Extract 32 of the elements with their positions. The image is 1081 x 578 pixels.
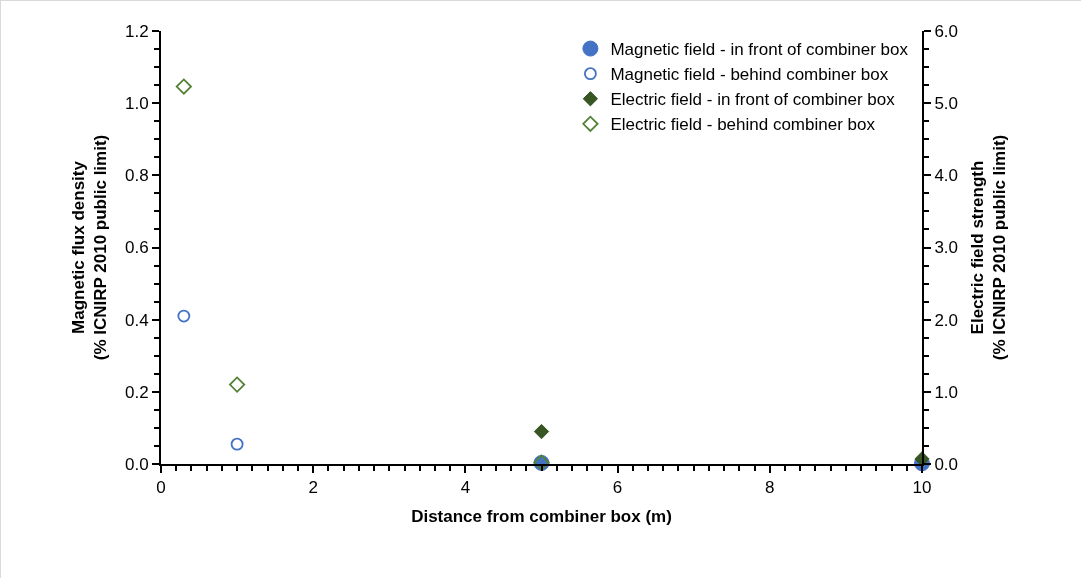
x-tick-label: 4 <box>460 478 471 498</box>
y-tick-label: 0.4 <box>124 310 149 330</box>
point <box>175 78 192 95</box>
x-axis-title: Distance from combiner box (m) <box>411 507 672 527</box>
x-tick-label: 0 <box>156 478 166 498</box>
y-axis-title: Magnetic flux density (% ICNIRP 2010 public limit) <box>68 134 111 361</box>
x-tick-label: 10 <box>912 478 932 498</box>
y-tick-label: 1.0 <box>124 94 149 114</box>
y-tick-label: 0.0 <box>124 454 149 474</box>
x-tick-label: 6 <box>612 478 623 498</box>
legend-label: Electric field - in front of combiner box <box>610 90 896 110</box>
point <box>533 423 550 440</box>
legend-label: Magnetic field - behind combiner box <box>610 65 889 85</box>
y2-tick-label: 4.0 <box>934 166 959 186</box>
y-tick-label: 1.2 <box>124 21 149 41</box>
point <box>230 437 244 451</box>
y2-tick-label: 3.0 <box>934 238 959 258</box>
y2-axis-title: Electric field strength (% ICNIRP 2010 public limit) <box>967 134 1010 361</box>
y2-tick-label: 2.0 <box>934 310 959 330</box>
legend-label: Electric field - behind combiner box <box>610 115 876 135</box>
y-tick-label: 0.8 <box>124 166 149 186</box>
x-tick-label: 8 <box>765 478 775 498</box>
y-tick-label: 0.2 <box>124 382 149 402</box>
y-tick-label: 0.6 <box>124 238 149 258</box>
point <box>177 309 191 323</box>
y2-tick-label: 1.0 <box>934 382 959 402</box>
x-tick-label: 2 <box>308 478 318 498</box>
y2-tick-label: 5.0 <box>934 94 959 114</box>
legend-label: Magnetic field - in front of combiner box <box>610 40 909 60</box>
y2-tick-label: 0.0 <box>934 454 959 474</box>
point <box>229 376 246 393</box>
y2-tick-label: 6.0 <box>934 21 959 41</box>
